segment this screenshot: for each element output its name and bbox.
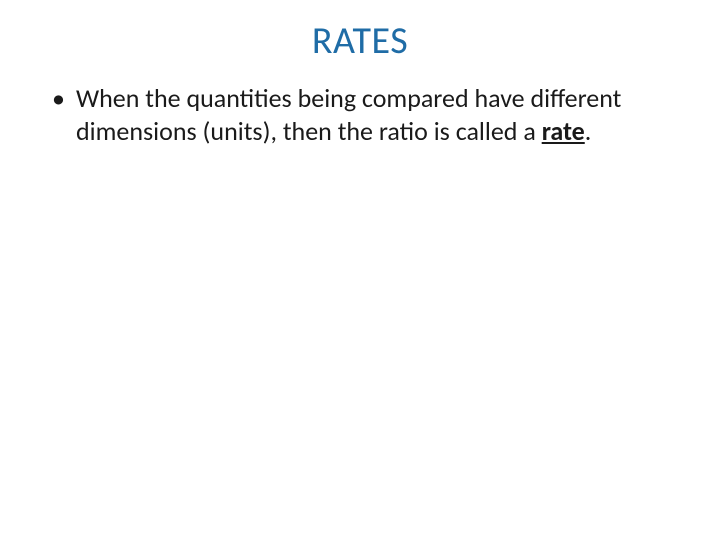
bullet-text-prefix: When the quantities being compared have …: [76, 82, 621, 147]
bullet-text-emphasized: rate: [542, 115, 585, 147]
bullet-list: When the quantities being compared have …: [30, 82, 690, 147]
bullet-text-suffix: .: [585, 115, 592, 147]
bullet-item: When the quantities being compared have …: [52, 82, 690, 147]
slide-title: RATES: [30, 18, 690, 64]
